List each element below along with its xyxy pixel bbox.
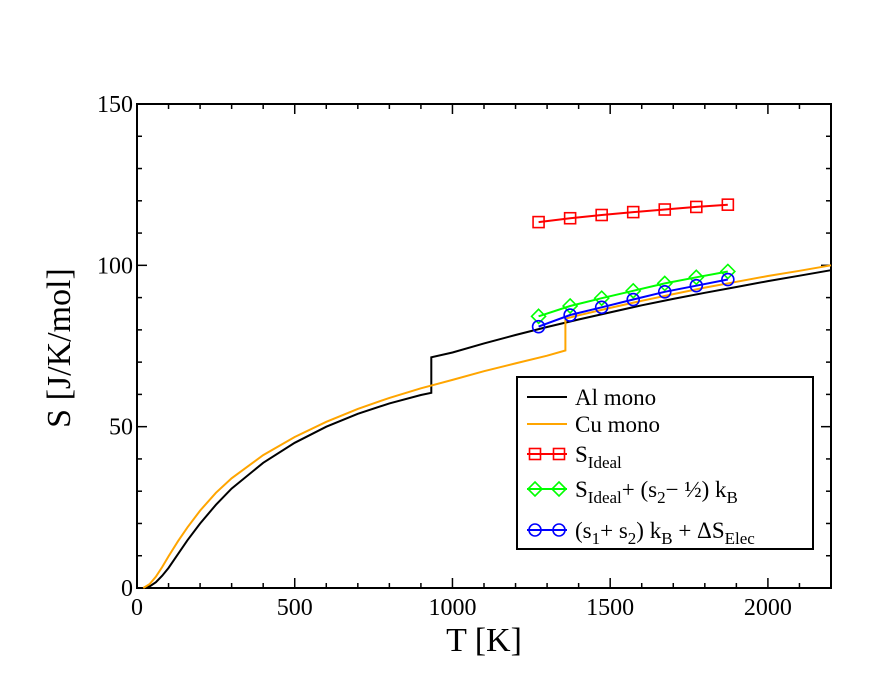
legend-item: SIdeal+ (s2− ½) kB (526, 477, 738, 507)
data-point (530, 308, 547, 325)
legend-label: SIdeal+ (s2− ½) kB (575, 477, 738, 507)
x-tick-label: 1500 (586, 595, 634, 621)
x-tick-label: 500 (277, 595, 313, 621)
axis-ticks: 0 500 1000 1500 2000 0 50 100 150 (97, 92, 832, 621)
data-point (721, 272, 735, 287)
series-s-ideal-s-2-k-b (530, 263, 736, 325)
series-line (538, 278, 728, 328)
y-tick-label: 0 (121, 576, 133, 602)
series-s-ideal (532, 198, 735, 229)
series-line (143, 269, 832, 589)
data-point (532, 215, 545, 229)
data-point (689, 278, 704, 293)
legend-item: (s1+ s2) kB + ΔSElec (527, 518, 755, 548)
legend-item: Al mono (527, 385, 656, 410)
y-axis-title: S [J/K/mol] (41, 268, 78, 428)
x-tick-label: 2000 (744, 595, 792, 621)
legend-label: Al mono (575, 385, 656, 410)
data-point (656, 275, 673, 292)
data-point (531, 319, 546, 334)
legend-marker (528, 447, 542, 461)
series-line (538, 203, 728, 224)
y-tick-label: 150 (97, 92, 133, 118)
data-point (594, 300, 609, 315)
data-point (561, 297, 579, 315)
series-al-mono (143, 269, 832, 589)
x-tick-label: 0 (131, 595, 143, 621)
data-point (626, 205, 640, 219)
legend-marker (528, 523, 542, 537)
data-point (626, 292, 641, 307)
series-layer (142, 198, 832, 589)
legend-marker (550, 480, 568, 498)
data-point (721, 198, 735, 211)
series-cu-mono (142, 264, 832, 589)
legend-label: (s1+ s2) kB + ΔSElec (575, 518, 755, 548)
legend-label: Cu mono (575, 412, 660, 437)
legend-marker (552, 523, 566, 537)
data-point (657, 284, 672, 299)
data-point (719, 263, 736, 280)
data-point (625, 282, 642, 299)
data-point (688, 269, 705, 286)
data-point (690, 200, 703, 214)
data-point (563, 211, 577, 225)
data-point (595, 208, 608, 222)
legend-box (516, 376, 814, 550)
legend-label: SIdeal (575, 442, 622, 472)
legend-marker (526, 480, 544, 498)
data-point (563, 308, 577, 322)
series-s-1-s-2-k-b-s-elec (531, 272, 735, 334)
x-axis-title: T [K] (446, 622, 522, 659)
x-tick-label: 1000 (428, 595, 476, 621)
legend-item: Cu mono (527, 412, 660, 437)
y-tick-label: 50 (109, 415, 133, 441)
y-tick-label: 100 (97, 253, 133, 279)
series-line (142, 264, 832, 589)
legend-item: SIdeal (527, 442, 622, 472)
series-line (538, 270, 728, 318)
data-point (593, 290, 610, 307)
data-point (658, 203, 672, 216)
legend-marker (552, 447, 566, 461)
